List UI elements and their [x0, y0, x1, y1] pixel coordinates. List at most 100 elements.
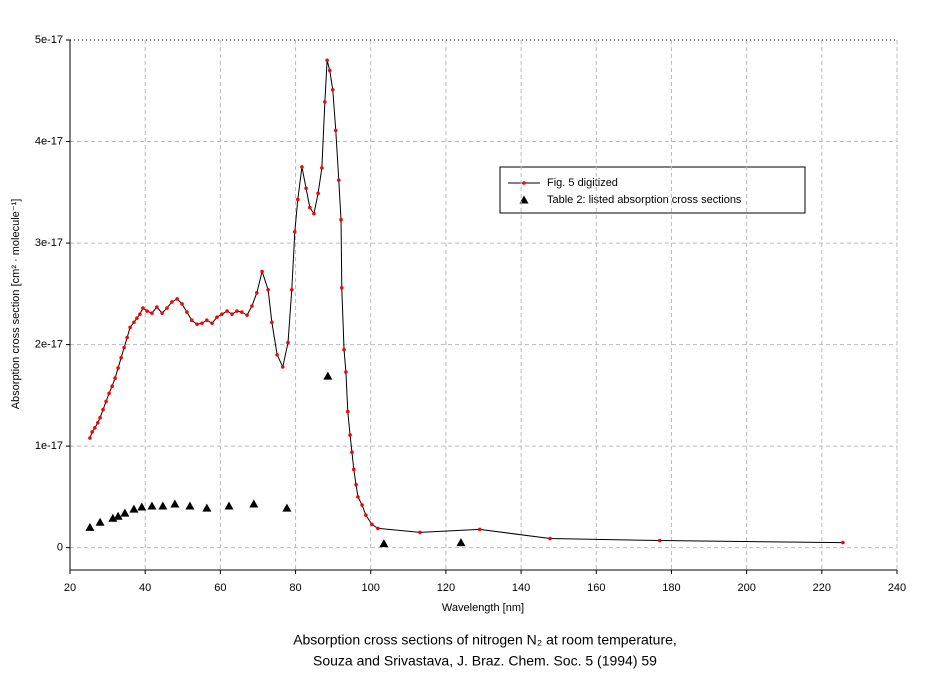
- x-tick-label: 100: [362, 582, 380, 594]
- y-tick-label: 3e-17: [35, 237, 63, 249]
- point-marker: [286, 340, 290, 345]
- point-marker: [245, 313, 249, 317]
- point-marker: [364, 513, 368, 517]
- point-marker: [255, 291, 259, 295]
- point-marker: [292, 230, 297, 234]
- point-marker: [330, 87, 335, 92]
- point-marker: [339, 217, 343, 222]
- point-marker: [132, 320, 136, 325]
- point-marker: [841, 540, 845, 545]
- x-tick-label: 220: [813, 582, 831, 594]
- point-marker: [113, 376, 117, 380]
- point-marker: [280, 365, 285, 369]
- triangle-marker: [185, 501, 195, 510]
- point-marker: [289, 287, 294, 292]
- triangle-marker: [137, 502, 147, 511]
- point-marker: [165, 306, 169, 310]
- point-marker: [304, 186, 308, 191]
- x-tick-label: 180: [662, 582, 680, 594]
- point-marker: [477, 527, 482, 532]
- point-marker: [350, 450, 354, 455]
- point-marker: [170, 300, 174, 304]
- point-marker: [352, 467, 356, 472]
- point-marker: [150, 311, 154, 315]
- point-marker: [88, 436, 92, 440]
- y-axis-label: Absorption cross section [cm² · molecule…: [10, 199, 22, 410]
- point-marker: [342, 347, 346, 352]
- point-marker: [300, 165, 304, 169]
- point-marker: [125, 335, 129, 340]
- point-marker: [90, 430, 94, 434]
- legend-label: Fig. 5 digitized: [547, 177, 618, 189]
- triangle-marker: [108, 513, 118, 522]
- triangle-marker: [147, 501, 157, 510]
- point-marker: [275, 352, 279, 357]
- point-marker: [116, 366, 120, 370]
- x-tick-label: 60: [214, 582, 226, 594]
- point-marker: [260, 269, 264, 274]
- x-tick-label: 40: [139, 582, 151, 594]
- point-marker: [210, 321, 214, 326]
- point-marker: [270, 320, 274, 325]
- point-marker: [312, 211, 316, 216]
- x-tick-label: 160: [587, 582, 605, 594]
- point-marker: [96, 420, 100, 425]
- triangle-marker: [120, 508, 130, 517]
- point-marker: [266, 287, 270, 292]
- triangle-marker: [249, 499, 259, 508]
- triangle-marker: [85, 522, 95, 531]
- point-marker: [145, 309, 149, 313]
- point-marker: [316, 191, 320, 196]
- y-tick-label: 2e-17: [35, 339, 63, 351]
- point-marker: [360, 503, 364, 507]
- point-marker: [370, 522, 374, 527]
- x-axis-label: Wavelength [nm]: [442, 602, 524, 614]
- point-marker: [104, 399, 108, 404]
- point-marker: [327, 68, 332, 73]
- point-marker: [93, 426, 97, 430]
- point-marker: [336, 178, 341, 182]
- point-marker: [250, 304, 254, 308]
- x-tick-label: 200: [737, 582, 755, 594]
- point-marker: [185, 310, 189, 314]
- point-marker: [141, 306, 145, 310]
- point-marker: [345, 409, 350, 414]
- triangle-marker: [129, 504, 139, 513]
- triangle-marker: [95, 517, 105, 526]
- point-marker: [128, 325, 132, 330]
- triangle-marker: [170, 499, 180, 508]
- point-marker: [354, 482, 358, 487]
- y-tick-label: 0: [57, 542, 63, 554]
- triangle-marker: [113, 511, 123, 520]
- y-tick-label: 1e-17: [35, 440, 63, 452]
- point-marker: [122, 345, 126, 350]
- point-marker: [235, 309, 239, 313]
- point-marker: [658, 538, 662, 543]
- point-marker: [320, 166, 324, 170]
- triangle-marker: [224, 501, 234, 510]
- point-marker: [138, 312, 142, 316]
- point-marker: [119, 355, 123, 360]
- triangle-marker: [202, 503, 212, 512]
- legend-label: Table 2: listed absorption cross section…: [547, 194, 742, 206]
- point-marker: [189, 318, 194, 323]
- point-marker: [325, 58, 329, 63]
- triangle-marker: [456, 538, 466, 547]
- point-marker: [333, 128, 338, 133]
- point-marker: [548, 536, 552, 541]
- point-marker: [296, 197, 300, 202]
- point-marker: [205, 318, 209, 323]
- legend-box: [499, 166, 806, 214]
- point-marker: [522, 181, 526, 185]
- series-line: [89, 60, 843, 544]
- point-marker: [323, 100, 327, 104]
- point-marker: [195, 322, 199, 327]
- point-marker: [175, 297, 179, 301]
- point-marker: [418, 530, 422, 535]
- y-tick-label: 4e-17: [35, 135, 63, 147]
- chart-title: Absorption cross sections of nitrogen N₂…: [293, 632, 677, 648]
- point-marker: [225, 309, 229, 313]
- point-marker: [220, 312, 224, 316]
